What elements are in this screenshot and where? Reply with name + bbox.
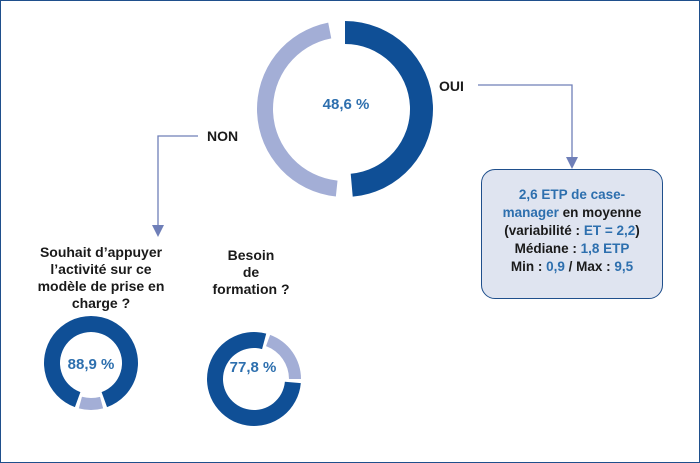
yes-info-box: 2,6 ETP de case- manager en moyenne (var…: [481, 169, 663, 299]
mean-fte-text: 2,6 ETP de case-: [518, 187, 626, 202]
min-label: Min :: [510, 259, 547, 274]
max-label: / Max :: [564, 259, 615, 274]
max-value: 9,5: [614, 259, 634, 274]
q1-line-1: Souhait d’appuyer: [39, 244, 163, 260]
q1-donut-yes-segment: [43, 316, 138, 408]
average-text: en moyenne: [558, 205, 642, 220]
main-donut: [257, 21, 434, 197]
q2-question: Besoin de formation ?: [201, 247, 301, 298]
min-value: 0,9: [546, 259, 565, 274]
q2-line-2: de: [242, 264, 260, 280]
no-branch-label: NON: [207, 128, 239, 144]
no-connector-line: [157, 135, 198, 227]
q1-donut-value: 88,9 %: [67, 356, 115, 373]
q1-question: Souhait d’appuyer l’activité sur ce modè…: [31, 244, 171, 312]
q1-line-3: modèle de prise en: [37, 278, 165, 294]
main-donut-yes-segment: [345, 21, 434, 197]
q2-donut: [206, 331, 301, 426]
info-line-2: manager en moyenne: [482, 204, 662, 222]
q2-donut-yes-segment: [206, 331, 301, 426]
q2-donut-no-segment: [266, 334, 301, 379]
median-value: 1,8 ETP: [580, 241, 630, 256]
q2-line-3: formation ?: [212, 281, 290, 297]
variability-label: (variabilité :: [504, 223, 584, 238]
yes-branch-label: OUI: [439, 78, 464, 94]
q1-donut: [43, 316, 138, 410]
main-donut-value: 48,6 %: [322, 96, 370, 113]
no-connector-arrowhead: [152, 225, 164, 237]
q1-donut-no-segment: [78, 396, 104, 410]
q2-line-1: Besoin: [227, 247, 275, 263]
info-line-4: Médiane : 1,8 ETP: [482, 240, 662, 258]
std-dev-value: ET = 2,2: [583, 223, 636, 238]
case-manager-text: manager: [502, 205, 559, 220]
variability-close: ): [635, 223, 640, 238]
info-line-5: Min : 0,9 / Max : 9,5: [482, 258, 662, 276]
yes-connector-line: [478, 84, 573, 159]
q2-donut-value: 77,8 %: [229, 359, 277, 376]
info-line-1: 2,6 ETP de case-: [482, 186, 662, 204]
info-line-3: (variabilité : ET = 2,2): [482, 222, 662, 240]
q1-line-2: l’activité sur ce: [50, 261, 152, 277]
q1-line-4: charge ?: [71, 295, 131, 311]
yes-connector-arrowhead: [566, 157, 578, 169]
main-donut-no-segment: [257, 22, 338, 197]
median-label: Médiane :: [514, 241, 581, 256]
